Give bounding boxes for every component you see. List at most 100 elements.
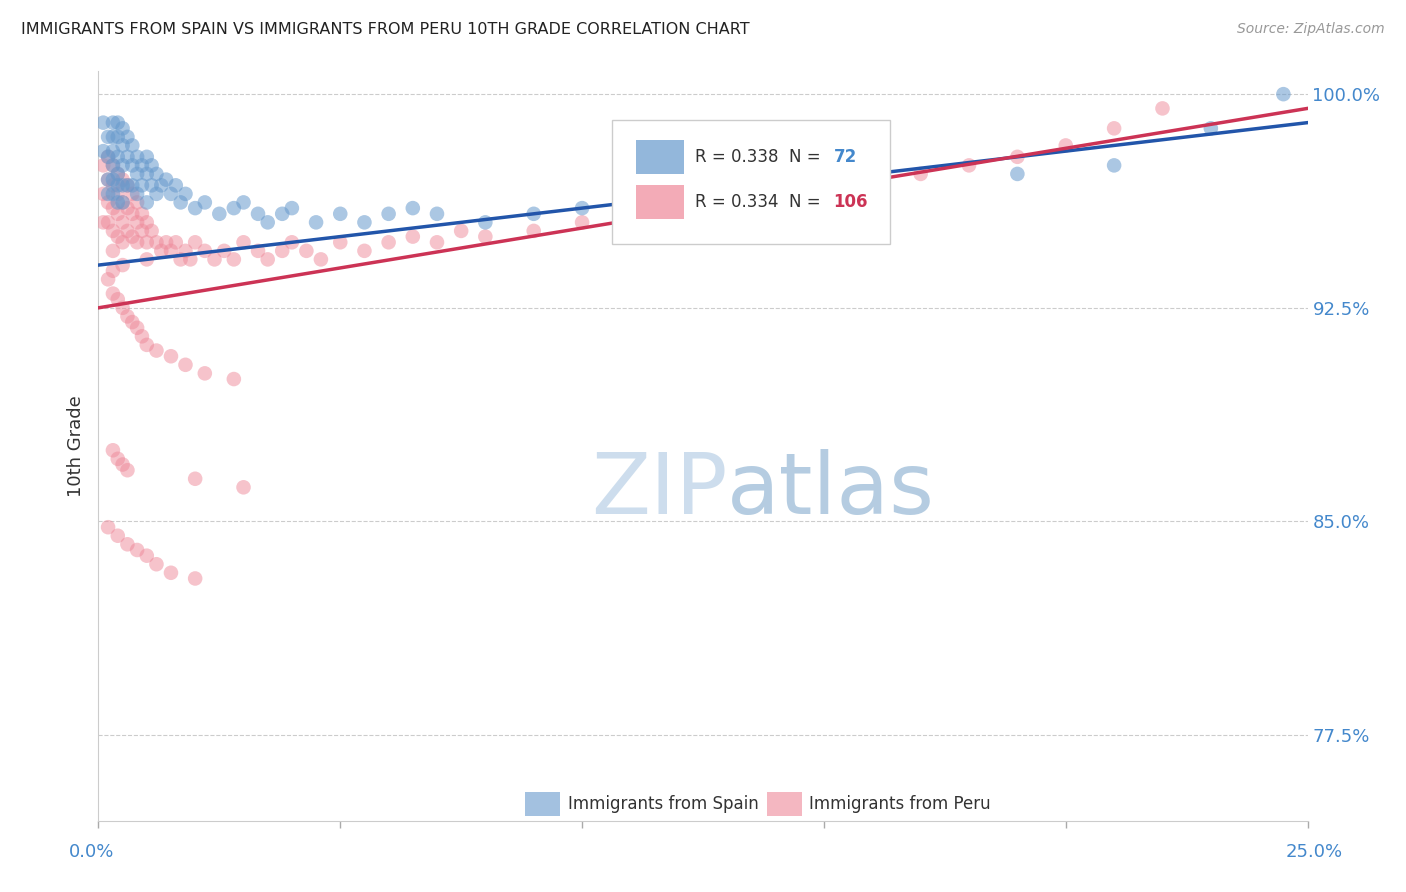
Point xyxy=(97,150,120,164)
Point xyxy=(101,224,124,238)
Point xyxy=(101,172,124,186)
Point xyxy=(256,215,278,229)
Point xyxy=(131,178,153,193)
Point xyxy=(111,158,134,172)
Point xyxy=(117,178,139,193)
Point xyxy=(111,458,134,472)
Point xyxy=(329,235,352,250)
Point xyxy=(135,167,157,181)
Point xyxy=(329,207,352,221)
Point xyxy=(1054,138,1077,153)
Text: Immigrants from Peru: Immigrants from Peru xyxy=(810,795,991,814)
Point xyxy=(184,201,207,215)
Point xyxy=(121,315,143,329)
Point xyxy=(474,229,496,244)
Point xyxy=(765,186,787,201)
Point xyxy=(160,244,183,258)
Point xyxy=(135,235,157,250)
Point xyxy=(127,195,149,210)
Point xyxy=(107,167,129,181)
Text: ZIP: ZIP xyxy=(591,450,727,533)
Point xyxy=(281,235,304,250)
Point xyxy=(121,178,143,193)
Text: 25.0%: 25.0% xyxy=(1286,843,1343,861)
Point xyxy=(194,195,217,210)
Point xyxy=(117,150,139,164)
Point xyxy=(155,172,177,186)
Point xyxy=(295,244,318,258)
Point xyxy=(523,207,546,221)
Point xyxy=(135,549,157,563)
Point xyxy=(271,207,294,221)
Point xyxy=(232,195,254,210)
Point xyxy=(1102,158,1125,172)
Point xyxy=(111,178,134,193)
Point xyxy=(107,529,129,543)
Point xyxy=(101,144,124,158)
Point xyxy=(117,537,139,551)
Point xyxy=(117,201,139,215)
Point xyxy=(194,244,217,258)
Point xyxy=(145,186,167,201)
Point xyxy=(117,463,139,477)
Point xyxy=(107,167,129,181)
Point xyxy=(222,201,245,215)
Point xyxy=(111,301,134,315)
Point xyxy=(101,186,124,201)
Point xyxy=(127,543,149,558)
Point xyxy=(101,178,124,193)
Point xyxy=(353,244,375,258)
Point xyxy=(101,443,124,458)
Point xyxy=(101,129,124,144)
Point xyxy=(145,235,167,250)
Point xyxy=(232,480,254,494)
Point xyxy=(111,235,134,250)
Point xyxy=(204,252,226,267)
Point xyxy=(957,158,980,172)
FancyBboxPatch shape xyxy=(768,792,803,816)
Point xyxy=(305,215,328,229)
Point xyxy=(523,224,546,238)
Point xyxy=(97,215,120,229)
FancyBboxPatch shape xyxy=(613,120,890,244)
Text: atlas: atlas xyxy=(727,450,935,533)
Point xyxy=(141,178,163,193)
Point xyxy=(107,195,129,210)
Text: 106: 106 xyxy=(834,193,868,211)
Point xyxy=(101,158,124,172)
Point xyxy=(402,229,425,244)
Point xyxy=(97,520,120,534)
Point xyxy=(174,244,197,258)
Point xyxy=(571,201,593,215)
Point xyxy=(97,129,120,144)
Point xyxy=(169,195,191,210)
Point xyxy=(169,252,191,267)
Point xyxy=(222,372,245,386)
Point xyxy=(117,178,139,193)
Point xyxy=(97,172,120,186)
Point xyxy=(101,264,124,278)
Text: R = 0.338  N =: R = 0.338 N = xyxy=(695,148,825,166)
Point xyxy=(127,215,149,229)
Point xyxy=(860,172,883,186)
Point xyxy=(910,167,932,181)
Point xyxy=(111,195,134,210)
Point xyxy=(174,186,197,201)
Point xyxy=(127,150,149,164)
Point xyxy=(107,229,129,244)
Point xyxy=(117,224,139,238)
Point xyxy=(212,244,235,258)
Point xyxy=(247,207,270,221)
Point xyxy=(117,129,139,144)
Point xyxy=(127,167,149,181)
Point xyxy=(1102,121,1125,136)
Point xyxy=(135,338,157,352)
Point xyxy=(107,129,129,144)
Point xyxy=(426,235,449,250)
Point xyxy=(135,150,157,164)
Point xyxy=(91,144,114,158)
Point xyxy=(117,310,139,324)
Point xyxy=(1199,121,1222,136)
Y-axis label: 10th Grade: 10th Grade xyxy=(66,395,84,497)
Point xyxy=(91,215,114,229)
